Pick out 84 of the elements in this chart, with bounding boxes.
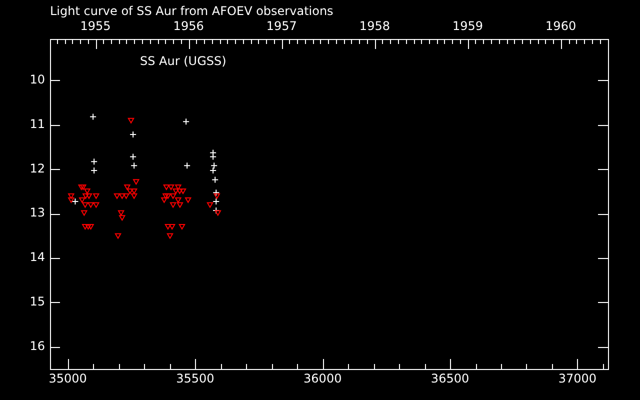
point [182,118,190,126]
point [82,224,88,230]
point [163,184,170,190]
y-tick-label: 16 [30,338,45,353]
x2-tick-label: 1956 [173,18,204,33]
point [126,188,134,194]
point [206,202,214,208]
point [176,188,183,194]
point [93,193,100,199]
point [180,188,186,194]
y-tick-label: 10 [30,72,45,86]
point [184,162,191,170]
point [93,202,100,208]
point [119,193,126,199]
point [130,153,137,160]
point [168,224,176,230]
y-tick-label: 15 [30,294,45,309]
point [68,193,74,199]
point [175,184,182,190]
point [90,158,98,166]
point [185,197,192,203]
x-tick-label: 36000 [304,371,342,386]
x-tick-label: 35500 [176,371,214,386]
point [86,193,92,199]
point [164,224,172,230]
point [130,130,137,138]
point [79,197,86,203]
point [124,184,130,190]
point [210,149,217,156]
point [210,166,217,174]
chart-title: Light curve of SS Aur from AFOEV observations [50,4,334,18]
point [170,202,176,208]
y-tick-label: 12 [30,161,45,176]
point [123,193,130,199]
point [82,193,89,199]
y-tick-label: 14 [30,250,45,264]
point [78,184,84,190]
point [119,215,126,221]
point [114,193,120,199]
point [81,210,88,216]
x-tick-label: 35000 [48,371,87,386]
annotation: SS Aur (UGSS) [140,54,226,68]
point [175,197,182,203]
point [164,193,172,199]
point [88,202,94,208]
x-tick-label: 36500 [430,371,470,386]
x2-tick-label: 1957 [266,18,297,33]
y-tick-label: 13 [30,206,45,220]
x2-tick-label: 1958 [359,18,390,33]
x-tick-label: 37000 [558,371,597,386]
point [214,210,222,216]
point [162,193,169,199]
point [130,193,138,199]
point [130,188,138,194]
point [172,188,179,194]
point [118,210,124,216]
point [133,179,140,185]
point [114,233,122,239]
point [80,184,86,190]
point [212,176,219,184]
point [90,166,98,174]
point [170,193,176,199]
point [214,193,220,199]
x2-tick-label: 1960 [546,18,576,33]
point [176,202,184,208]
point [82,202,88,208]
point [90,113,97,120]
point [161,197,168,203]
point [212,189,220,196]
point [72,198,79,206]
point [178,224,186,230]
point [128,118,134,124]
point [168,184,174,190]
x2-tick-label: 1959 [452,18,484,33]
point [130,162,138,170]
point [88,224,94,230]
point [210,153,217,160]
y-tick-label: 11 [30,116,45,131]
x2-tick-label: 1955 [80,18,111,33]
point [210,162,218,170]
point [166,233,174,239]
point [212,198,220,206]
point [68,197,74,203]
point [84,188,90,194]
